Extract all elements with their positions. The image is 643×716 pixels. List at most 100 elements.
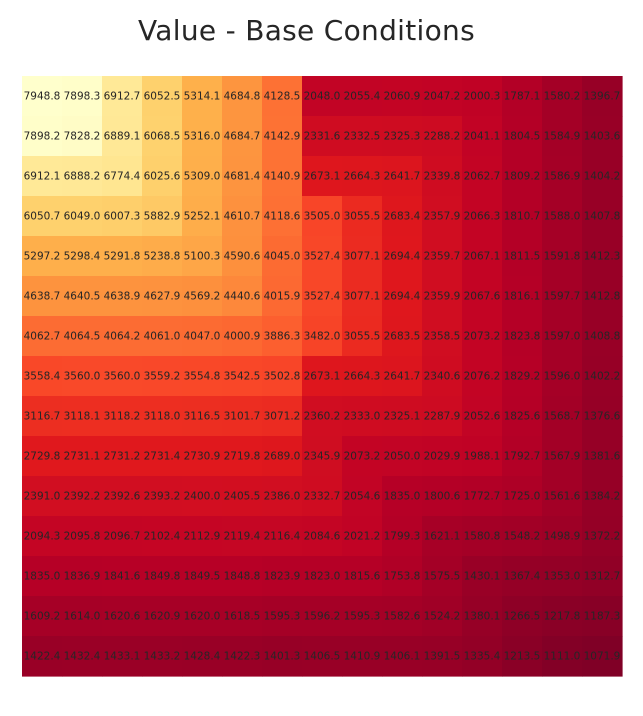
heatmap-cell-r2-c12 [502, 156, 543, 197]
heatmap-cell-r9-c8 [342, 436, 383, 477]
heatmap-cell-r2-c3 [142, 156, 183, 197]
cell-label-r5-c3: 4627.9 [144, 291, 181, 303]
cell-label-r1-c10: 2288.2 [424, 131, 461, 143]
heatmap-cell-r10-c5 [222, 476, 263, 517]
cell-label-r13-c9: 1582.6 [384, 611, 421, 623]
cell-label-r11-c2: 2096.7 [104, 531, 141, 543]
heatmap-cell-r0-c4 [182, 76, 223, 117]
heatmap-cell-r5-c12 [502, 276, 543, 317]
heatmap-cell-r6-c2 [102, 316, 143, 357]
cell-label-r6-c10: 2358.5 [424, 331, 461, 343]
cell-label-r14-c12: 1213.5 [504, 651, 541, 663]
cell-label-r1-c8: 2332.5 [344, 131, 381, 143]
heatmap-cell-r7-c4 [182, 356, 223, 397]
heatmap-cell-r1-c0 [22, 116, 63, 157]
cell-label-r7-c8: 2664.3 [344, 371, 381, 383]
cell-label-r12-c12: 1367.4 [504, 571, 541, 583]
cell-label-r2-c10: 2339.8 [424, 171, 461, 183]
heatmap-cell-r7-c3 [142, 356, 183, 397]
heatmap-cell-r0-c6 [262, 76, 303, 117]
cell-label-r0-c12: 1787.1 [504, 91, 541, 103]
heatmap-cell-r4-c3 [142, 236, 183, 277]
heatmap-cell-r10-c4 [182, 476, 223, 517]
heatmap-cell-r12-c11 [462, 556, 503, 597]
cell-label-r3-c4: 5252.1 [184, 211, 221, 223]
heatmap-cell-r12-c5 [222, 556, 263, 597]
cell-label-r14-c3: 1433.2 [144, 651, 181, 663]
cell-label-r4-c7: 3527.4 [304, 251, 341, 263]
cell-label-r14-c0: 1422.4 [24, 651, 61, 663]
heatmap-cell-r14-c2 [102, 636, 143, 677]
cell-label-r11-c11: 1580.8 [464, 531, 501, 543]
heatmap-cell-r3-c6 [262, 196, 303, 237]
cell-label-r13-c6: 1595.3 [264, 611, 301, 623]
heatmap-cell-r11-c6 [262, 516, 303, 557]
cell-label-r8-c3: 3118.0 [144, 411, 181, 423]
heatmap-cell-r11-c2 [102, 516, 143, 557]
heatmap-cell-r12-c9 [382, 556, 423, 597]
cell-label-r13-c10: 1524.2 [424, 611, 461, 623]
heatmap-cell-r0-c0 [22, 76, 63, 117]
cell-label-r14-c2: 1433.1 [104, 651, 141, 663]
cell-label-r14-c10: 1391.5 [424, 651, 461, 663]
cell-label-r12-c2: 1841.6 [104, 571, 141, 583]
cell-label-r3-c6: 4118.6 [264, 211, 301, 223]
heatmap-cell-r13-c9 [382, 596, 423, 637]
cell-label-r12-c7: 1823.0 [304, 571, 341, 583]
cell-label-r10-c7: 2332.7 [304, 491, 341, 503]
cell-label-r2-c5: 4681.4 [224, 171, 261, 183]
heatmap-cell-r8-c13 [542, 396, 583, 437]
cell-label-r1-c11: 2041.1 [464, 131, 501, 143]
heatmap-cell-r13-c3 [142, 596, 183, 637]
heatmap-cell-r10-c8 [342, 476, 383, 517]
heatmap-cell-r2-c9 [382, 156, 423, 197]
heatmap-cell-r12-c0 [22, 556, 63, 597]
heatmap-cell-r6-c13 [542, 316, 583, 357]
heatmap-cell-labels: 7948.8 7898.3 6912.7 6052.5 5314.1 4684.8 4128… [24, 91, 621, 663]
heatmap-cell-r3-c9 [382, 196, 423, 237]
heatmap-cell-r4-c7 [302, 236, 343, 277]
cell-label-r2-c6: 4140.9 [264, 171, 301, 183]
heatmap-cell-r5-c2 [102, 276, 143, 317]
cell-label-r1-c5: 4684.7 [224, 131, 261, 143]
cell-label-r9-c8: 2073.2 [344, 451, 381, 463]
cell-label-r3-c11: 2066.3 [464, 211, 501, 223]
heatmap-cell-r11-c0 [22, 516, 63, 557]
heatmap-cell-r7-c5 [222, 356, 263, 397]
heatmap-cell-r1-c5 [222, 116, 263, 157]
cell-label-r8-c7: 2360.2 [304, 411, 341, 423]
cell-label-r13-c1: 1614.0 [64, 611, 101, 623]
heatmap-cell-r5-c6 [262, 276, 303, 317]
heatmap-cell-r11-c14 [582, 516, 623, 557]
heatmap-cell-r5-c10 [422, 276, 463, 317]
heatmap-cell-r13-c12 [502, 596, 543, 637]
heatmap-cell-r5-c0 [22, 276, 63, 317]
heatmap-cell-r7-c7 [302, 356, 343, 397]
cell-label-r12-c1: 1836.9 [64, 571, 101, 583]
cell-label-r5-c13: 1597.7 [544, 291, 581, 303]
heatmap-cell-r10-c11 [462, 476, 503, 517]
heatmap-cell-r3-c7 [302, 196, 343, 237]
cell-label-r9-c6: 2689.0 [264, 451, 301, 463]
cell-label-r11-c7: 2084.6 [304, 531, 341, 543]
cell-label-r2-c8: 2664.3 [344, 171, 381, 183]
heatmap-cell-r7-c8 [342, 356, 383, 397]
cell-label-r4-c10: 2359.7 [424, 251, 461, 263]
heatmap-cell-r5-c11 [462, 276, 503, 317]
cell-label-r8-c12: 1825.6 [504, 411, 541, 423]
cell-label-r2-c0: 6912.1 [24, 171, 61, 183]
heatmap-cell-r11-c11 [462, 516, 503, 557]
heatmap-cell-r3-c12 [502, 196, 543, 237]
heatmap-cell-r10-c12 [502, 476, 543, 517]
cell-label-r2-c4: 5309.0 [184, 171, 221, 183]
heatmap-cell-r7-c2 [102, 356, 143, 397]
heatmap-cell-r2-c5 [222, 156, 263, 197]
heatmap-cell-r11-c7 [302, 516, 343, 557]
heatmap-cell-r13-c0 [22, 596, 63, 637]
heatmap-cell-r9-c3 [142, 436, 183, 477]
heatmap-cell-r10-c3 [142, 476, 183, 517]
cell-label-r12-c14: 1312.7 [584, 571, 621, 583]
heatmap-cell-r2-c6 [262, 156, 303, 197]
cell-label-r7-c13: 1596.0 [544, 371, 581, 383]
cell-label-r9-c3: 2731.4 [144, 451, 181, 463]
